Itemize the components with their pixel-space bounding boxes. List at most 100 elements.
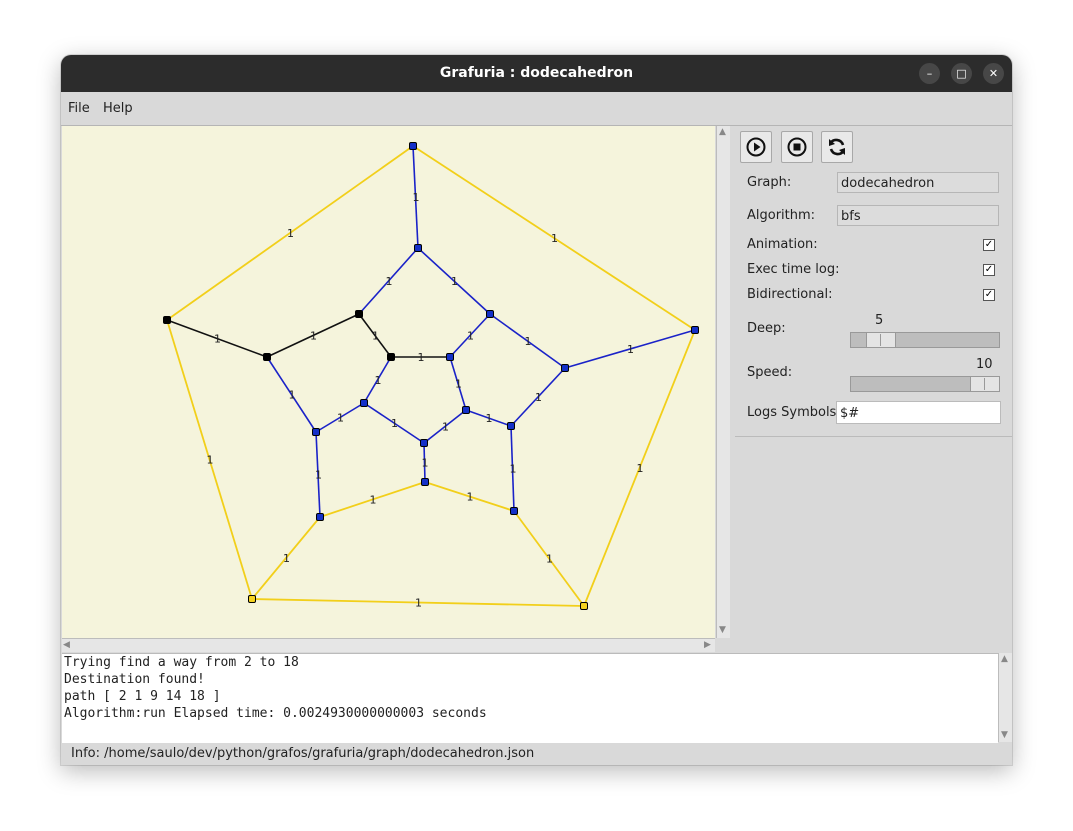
refresh-icon xyxy=(829,138,845,156)
graph-node[interactable] xyxy=(510,507,518,515)
edge-weight-label: 1 xyxy=(525,335,532,348)
graph-edge xyxy=(424,481,515,512)
canvas-vertical-scrollbar[interactable]: ▲ ▼ xyxy=(716,126,730,638)
graph-edge xyxy=(423,409,467,444)
stop-icon xyxy=(787,137,807,157)
edge-weight-label: 1 xyxy=(486,412,493,425)
graph-node[interactable] xyxy=(507,422,515,430)
speed-slider[interactable] xyxy=(850,376,1000,392)
console-scrollbar[interactable]: ▲ ▼ xyxy=(998,653,1012,742)
play-button[interactable] xyxy=(740,131,772,163)
graph-edge xyxy=(564,329,696,369)
log-console[interactable]: Trying find a way from 2 to 18 Destinati… xyxy=(62,653,998,743)
graph-edge xyxy=(449,356,467,411)
graph-edge xyxy=(166,319,253,600)
scroll-up-icon[interactable]: ▲ xyxy=(719,127,726,137)
graph-node[interactable] xyxy=(312,428,320,436)
scroll-down-icon[interactable]: ▼ xyxy=(1001,730,1008,740)
graph-node[interactable] xyxy=(248,595,256,603)
edge-weight-label: 1 xyxy=(315,469,322,482)
edge-weight-label: 1 xyxy=(283,552,290,565)
edge-weight-label: 1 xyxy=(207,454,214,467)
edge-weight-label: 1 xyxy=(510,463,517,476)
console-line: Algorithm:run Elapsed time: 0.0024930000… xyxy=(64,706,487,721)
edge-weight-label: 1 xyxy=(637,462,644,475)
graph-canvas[interactable]: 1 1 1 1 1 1 1 1 1 1 1 1 1 1 1 1 1 1 1 1 1 1 1 1 1 1 1 1 1 1 xyxy=(62,126,715,638)
graph-node[interactable] xyxy=(420,439,428,447)
canvas-horizontal-scrollbar[interactable]: ◀ ▶ xyxy=(62,638,715,652)
scroll-up-icon[interactable]: ▲ xyxy=(1001,654,1008,664)
status-bar: Info: /home/saulo/dev/python/grafos/graf… xyxy=(61,743,1012,765)
stop-button[interactable] xyxy=(781,131,813,163)
edge-weight-label: 1 xyxy=(413,191,420,204)
menu-help[interactable]: Help xyxy=(103,101,133,116)
app-window: Grafuria : dodecahedron – □ ✕ File Help … xyxy=(61,55,1012,765)
window-title: Grafuria : dodecahedron xyxy=(439,65,634,81)
edge-weight-label: 1 xyxy=(418,351,425,364)
deep-slider[interactable] xyxy=(850,332,1000,348)
edge-weight-label: 1 xyxy=(467,330,474,343)
graph-node[interactable] xyxy=(355,310,363,318)
graph-node[interactable] xyxy=(387,353,395,361)
edge-weight-label: 1 xyxy=(467,491,474,504)
graph-drawing: 1 1 1 1 1 1 1 1 1 1 1 1 1 1 1 1 1 1 1 1 1 1 1 1 1 1 1 1 1 1 xyxy=(163,142,699,610)
edge-weight-label: 1 xyxy=(442,421,449,434)
refresh-button[interactable] xyxy=(821,131,853,163)
graph-node[interactable] xyxy=(561,364,569,372)
speed-value: 10 xyxy=(976,357,993,372)
graph-edge xyxy=(315,402,365,433)
edge-weight-label: 1 xyxy=(391,417,398,430)
graph-node[interactable] xyxy=(691,326,699,334)
graph-edge xyxy=(412,145,696,331)
graph-edge xyxy=(417,247,491,315)
edge-weight-label: 1 xyxy=(370,494,377,507)
speed-slider-thumb[interactable] xyxy=(970,377,1000,391)
scroll-down-icon[interactable]: ▼ xyxy=(719,625,726,635)
algorithm-label: Algorithm: xyxy=(747,208,816,223)
edge-weight-label: 1 xyxy=(551,232,558,245)
logs-symbols-input[interactable]: $# xyxy=(836,401,1001,424)
graph-edge xyxy=(449,313,491,358)
speed-label: Speed: xyxy=(747,365,793,380)
deep-value: 5 xyxy=(875,313,884,328)
graph-node[interactable] xyxy=(580,602,588,610)
title-bar: Grafuria : dodecahedron – □ ✕ xyxy=(61,55,1012,92)
graph-node[interactable] xyxy=(421,478,429,486)
graph-node[interactable] xyxy=(360,399,368,407)
graph-edge xyxy=(315,431,321,518)
animation-checkbox[interactable]: ✓ xyxy=(983,239,995,251)
graph-node[interactable] xyxy=(486,310,494,318)
graph-node[interactable] xyxy=(414,244,422,252)
edge-weight-label: 1 xyxy=(287,227,294,240)
graph-field[interactable]: dodecahedron xyxy=(837,172,999,193)
algorithm-field[interactable]: bfs xyxy=(837,205,999,226)
graph-edge xyxy=(251,516,321,600)
exec-time-log-checkbox[interactable]: ✓ xyxy=(983,264,995,276)
deep-slider-thumb[interactable] xyxy=(866,333,896,347)
graph-node[interactable] xyxy=(316,513,324,521)
graph-node[interactable] xyxy=(409,142,417,150)
graph-node[interactable] xyxy=(446,353,454,361)
graph-node[interactable] xyxy=(263,353,271,361)
graph-node[interactable] xyxy=(462,406,470,414)
edge-weight-label: 1 xyxy=(455,378,462,391)
graph-edge xyxy=(358,247,419,315)
bidirectional-checkbox[interactable]: ✓ xyxy=(983,289,995,301)
graph-edge xyxy=(423,442,426,483)
console-line: Trying find a way from 2 to 18 xyxy=(64,655,299,670)
menu-file[interactable]: File xyxy=(68,101,90,116)
graph-edge xyxy=(266,313,360,358)
status-text: Info: /home/saulo/dev/python/grafos/graf… xyxy=(71,746,535,761)
settings-panel: Graph: dodecahedron Algorithm: bfs Anima… xyxy=(735,126,1012,653)
graph-edge xyxy=(319,481,426,518)
maximize-button[interactable]: □ xyxy=(951,63,972,84)
scroll-right-icon[interactable]: ▶ xyxy=(704,640,711,650)
graph-edge xyxy=(510,425,515,512)
close-button[interactable]: ✕ xyxy=(983,63,1004,84)
edge-weight-label: 1 xyxy=(310,330,317,343)
minimize-button[interactable]: – xyxy=(919,63,940,84)
edge-weight-label: 1 xyxy=(415,597,422,610)
scroll-left-icon[interactable]: ◀ xyxy=(63,640,70,650)
graph-node[interactable] xyxy=(163,316,171,324)
bidirectional-label: Bidirectional: xyxy=(747,287,833,302)
